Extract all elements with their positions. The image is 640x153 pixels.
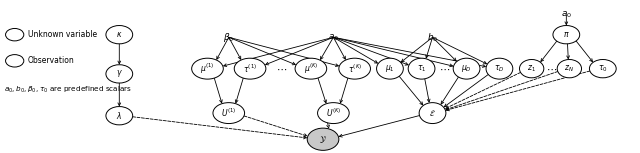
Text: $\mu^{(K)}$: $\mu^{(K)}$ bbox=[303, 62, 318, 76]
Text: $a_0$: $a_0$ bbox=[561, 10, 572, 20]
Text: $\mu_D$: $\mu_D$ bbox=[461, 63, 472, 74]
Ellipse shape bbox=[520, 60, 544, 78]
Text: $\cdots$: $\cdots$ bbox=[438, 64, 450, 74]
Ellipse shape bbox=[295, 58, 326, 79]
Ellipse shape bbox=[408, 58, 435, 79]
Text: $\tau^{(1)}$: $\tau^{(1)}$ bbox=[243, 62, 257, 75]
Text: $\cdots$: $\cdots$ bbox=[275, 64, 287, 74]
Ellipse shape bbox=[557, 60, 582, 78]
Text: $\tau_D$: $\tau_D$ bbox=[494, 63, 505, 74]
Ellipse shape bbox=[106, 106, 132, 125]
Text: $a_0, b_0, \beta_0, \tau_0$ are predefined scalars: $a_0, b_0, \beta_0, \tau_0$ are predefin… bbox=[4, 84, 132, 95]
Text: $a_0$: $a_0$ bbox=[328, 32, 339, 43]
Text: $\beta_0$: $\beta_0$ bbox=[223, 31, 234, 44]
Text: $\pi$: $\pi$ bbox=[563, 30, 570, 39]
Ellipse shape bbox=[453, 58, 480, 79]
Text: $\mu^{(1)}$: $\mu^{(1)}$ bbox=[200, 62, 214, 76]
Ellipse shape bbox=[589, 60, 616, 78]
Ellipse shape bbox=[339, 58, 371, 79]
Text: $\lambda$: $\lambda$ bbox=[116, 110, 122, 121]
Ellipse shape bbox=[317, 103, 349, 124]
Text: $U^{(1)}$: $U^{(1)}$ bbox=[221, 107, 236, 119]
Ellipse shape bbox=[553, 26, 580, 44]
Text: $\mathcal{Y}$: $\mathcal{Y}$ bbox=[319, 134, 327, 145]
Text: $U^{(K)}$: $U^{(K)}$ bbox=[326, 107, 341, 119]
Text: $\tau^{(K)}$: $\tau^{(K)}$ bbox=[348, 62, 362, 75]
Text: Observation: Observation bbox=[28, 56, 75, 65]
Text: Unknown variable: Unknown variable bbox=[28, 30, 97, 39]
Text: $\mu_1$: $\mu_1$ bbox=[385, 63, 395, 74]
Text: $z_1$: $z_1$ bbox=[527, 63, 536, 74]
Ellipse shape bbox=[191, 58, 223, 79]
Ellipse shape bbox=[307, 128, 339, 150]
Text: $\gamma$: $\gamma$ bbox=[116, 68, 123, 79]
Text: $\tau_1$: $\tau_1$ bbox=[417, 63, 426, 74]
Ellipse shape bbox=[234, 58, 266, 79]
Ellipse shape bbox=[106, 65, 132, 83]
Text: $\mathcal{E}$: $\mathcal{E}$ bbox=[429, 108, 436, 118]
Ellipse shape bbox=[419, 103, 446, 124]
Ellipse shape bbox=[6, 55, 24, 67]
Ellipse shape bbox=[6, 28, 24, 41]
Ellipse shape bbox=[213, 103, 244, 124]
Text: $\tau_0$: $\tau_0$ bbox=[598, 63, 607, 74]
Text: $\kappa$: $\kappa$ bbox=[116, 30, 122, 39]
Ellipse shape bbox=[106, 26, 132, 44]
Text: $\cdots$: $\cdots$ bbox=[546, 64, 557, 74]
Text: $z_N$: $z_N$ bbox=[564, 63, 574, 74]
Ellipse shape bbox=[376, 58, 403, 79]
Ellipse shape bbox=[486, 58, 513, 79]
Text: $b_0$: $b_0$ bbox=[427, 31, 438, 44]
